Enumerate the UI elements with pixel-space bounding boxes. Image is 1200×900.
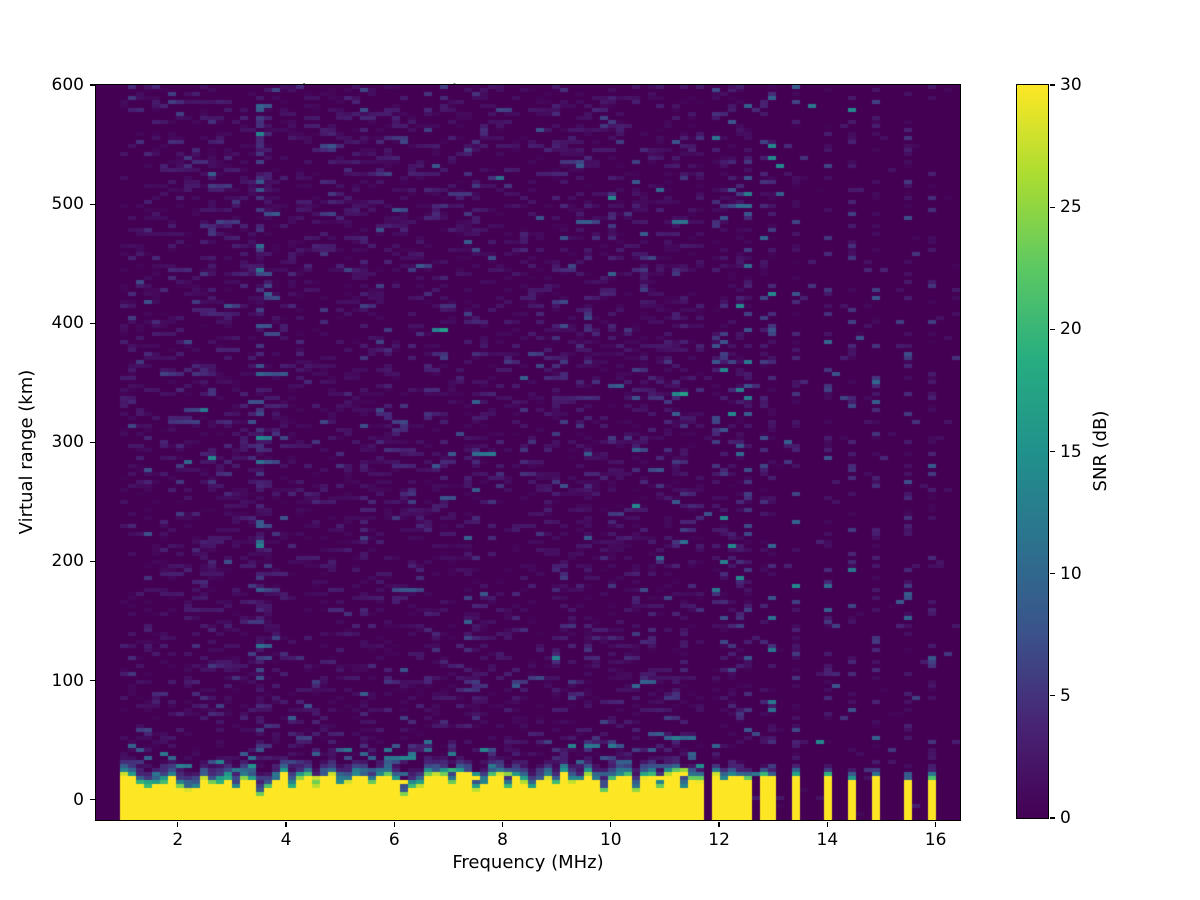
plot-area [94,83,961,821]
colorbar-tick-mark [1049,695,1055,697]
snr-heatmap-canvas [95,84,960,820]
y-tick-mark [89,84,95,86]
colorbar-tick-mark [1049,817,1055,819]
colorbar-tick-label: 0 [1060,808,1071,828]
x-tick-mark [935,821,937,827]
x-tick-label: 8 [497,830,508,850]
colorbar-label: SNR (dB) [1090,410,1111,492]
colorbar-tick-mark [1049,450,1055,453]
x-tick-mark [718,821,720,827]
colorbar-tick-mark [1049,573,1055,575]
colorbar-tick-mark [1049,206,1055,208]
colorbar-tick-mark [1049,328,1055,330]
x-tick-label: 12 [708,830,730,850]
y-tick-label: 400 [51,313,84,334]
y-tick-mark [89,560,95,563]
x-tick-mark [826,821,828,827]
y-tick-label: 500 [51,194,84,215]
colorbar-tick-label: 15 [1060,441,1082,462]
y-tick-label: 300 [51,432,84,453]
y-axis-label: Virtual range (km) [16,369,37,535]
colorbar-tick-label: 10 [1060,563,1082,584]
x-tick-mark [393,821,395,827]
y-tick-label: 100 [51,670,84,691]
y-tick-mark [89,799,95,801]
colorbar-tick-label: 20 [1060,319,1082,340]
colorbar-gradient-canvas [1016,84,1048,818]
colorbar-tick-label: 5 [1060,685,1071,706]
colorbar-tick-label: 30 [1060,75,1082,95]
x-tick-label: 4 [280,830,292,850]
x-tick-label: 14 [816,830,839,850]
y-tick-mark [89,322,95,324]
x-tick-mark [285,821,287,827]
y-tick-label: 600 [51,75,84,95]
x-tick-label: 10 [599,830,622,850]
x-tick-mark [610,821,612,827]
y-tick-label: 200 [51,551,84,572]
y-tick-mark [89,441,95,443]
x-tick-label: 2 [172,830,184,850]
x-tick-label: 16 [924,830,947,850]
colorbar-tick-label: 25 [1060,197,1082,218]
colorbar [1015,83,1049,819]
y-tick-label: 0 [73,789,84,810]
x-tick-label: 6 [388,830,400,850]
x-axis-label: Frequency (MHz) [452,852,604,873]
x-tick-mark [177,821,179,827]
colorbar-tick-mark [1049,84,1055,86]
x-tick-mark [501,821,504,827]
y-tick-mark [89,203,95,205]
y-tick-mark [89,680,95,682]
